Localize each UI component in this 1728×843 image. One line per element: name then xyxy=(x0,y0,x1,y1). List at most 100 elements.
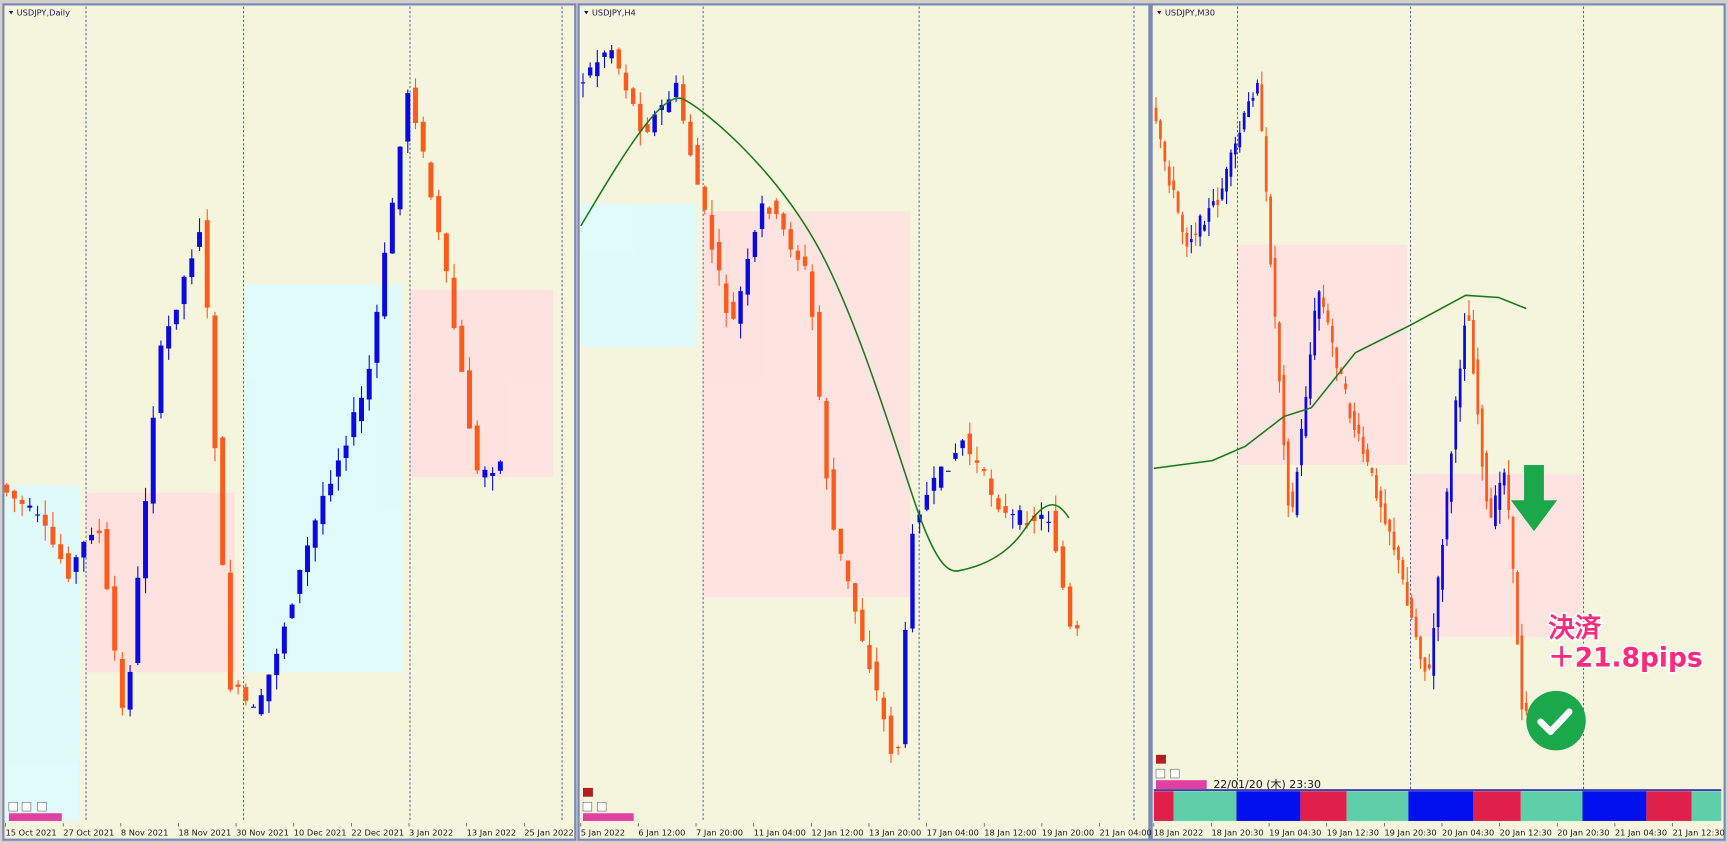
candle xyxy=(845,560,851,582)
candle xyxy=(1181,214,1184,233)
strip-seg xyxy=(1646,791,1692,821)
zone xyxy=(580,203,697,348)
candle xyxy=(220,437,226,566)
candle xyxy=(1003,506,1008,513)
candle xyxy=(289,604,295,618)
candle xyxy=(1472,320,1475,374)
candle xyxy=(838,528,844,554)
candle xyxy=(824,401,829,479)
title-marker xyxy=(8,11,14,15)
candle xyxy=(1039,514,1044,519)
zone xyxy=(1237,244,1408,466)
icon[interactable] xyxy=(21,801,32,812)
candle xyxy=(135,577,141,664)
candle xyxy=(895,746,901,749)
candle xyxy=(1075,624,1080,629)
candle xyxy=(243,687,249,701)
icon[interactable] xyxy=(1170,768,1180,779)
candle xyxy=(852,583,858,612)
candle xyxy=(716,241,722,271)
strip-seg xyxy=(1582,791,1647,821)
candle xyxy=(1317,291,1321,319)
candle xyxy=(580,82,586,84)
panel-title: USDJPY,H4 xyxy=(592,7,636,17)
candle xyxy=(1046,521,1051,524)
candle xyxy=(127,671,133,710)
candle xyxy=(1172,180,1176,191)
candle xyxy=(867,644,872,670)
candle xyxy=(1010,514,1015,516)
x-tick-label: 21 Jan 04:30 xyxy=(1615,827,1667,837)
icon[interactable] xyxy=(1155,768,1166,779)
candle xyxy=(1238,132,1242,148)
candle xyxy=(443,233,449,272)
candle xyxy=(420,121,426,152)
candle xyxy=(1278,322,1281,382)
candle xyxy=(436,196,442,233)
icon[interactable] xyxy=(8,801,18,812)
zone xyxy=(703,211,911,598)
candle xyxy=(946,470,951,472)
candle xyxy=(981,469,987,471)
strip-seg xyxy=(1346,791,1409,821)
candle xyxy=(1507,474,1511,511)
annotation-line1: 決済 xyxy=(1548,613,1601,644)
candle xyxy=(1269,196,1273,265)
candle xyxy=(752,231,758,257)
candle xyxy=(1067,586,1073,627)
candle xyxy=(1392,531,1396,551)
candle xyxy=(1357,424,1361,434)
candle xyxy=(616,49,622,69)
candle xyxy=(1229,152,1233,177)
candle xyxy=(328,483,334,496)
strip-seg xyxy=(1520,791,1583,821)
icon[interactable] xyxy=(583,787,593,797)
candle xyxy=(1233,143,1237,155)
candle xyxy=(1060,546,1066,588)
x-tick-label: 27 Oct 2021 xyxy=(63,827,114,837)
candle xyxy=(1366,449,1369,463)
candle xyxy=(1463,325,1466,370)
candle xyxy=(1410,598,1414,618)
candle xyxy=(931,477,937,491)
icon-strip xyxy=(8,813,62,821)
candle xyxy=(1291,491,1295,508)
icon[interactable] xyxy=(1156,754,1166,764)
candle xyxy=(1405,582,1409,606)
candle xyxy=(1242,112,1246,130)
candle xyxy=(1159,120,1162,140)
candle xyxy=(1480,408,1484,467)
candle xyxy=(1498,482,1502,510)
icon[interactable] xyxy=(37,801,47,812)
zone xyxy=(86,492,235,673)
x-tick-label: 8 Nov 2021 xyxy=(121,827,169,837)
x-tick-label: 19 Jan 04:30 xyxy=(1269,827,1321,837)
candle xyxy=(1053,510,1058,552)
strip-seg xyxy=(1300,791,1347,821)
strip-seg xyxy=(1408,791,1474,821)
candle xyxy=(1375,475,1378,499)
candle xyxy=(413,87,418,124)
candle xyxy=(1330,326,1334,343)
candle xyxy=(212,315,218,449)
candle xyxy=(1154,107,1158,122)
candle xyxy=(96,530,102,534)
candle xyxy=(320,495,326,525)
icon[interactable] xyxy=(582,801,593,812)
strip-seg xyxy=(1691,791,1722,821)
candle xyxy=(1370,467,1374,474)
x-tick-label: 18 Jan 12:00 xyxy=(984,827,1036,837)
candle xyxy=(497,461,503,471)
candle xyxy=(482,469,488,478)
candle xyxy=(1344,383,1347,390)
icon[interactable] xyxy=(597,801,607,812)
candle xyxy=(602,52,607,57)
x-tick-label: 19 Jan 20:00 xyxy=(1042,827,1094,837)
candle xyxy=(1247,101,1250,118)
candle xyxy=(1216,199,1220,206)
title-marker xyxy=(584,11,589,15)
strip-seg xyxy=(1153,791,1174,821)
moving-average xyxy=(1153,294,1527,470)
x-tick-label: 18 Jan 20:30 xyxy=(1211,827,1263,837)
candle xyxy=(817,311,822,397)
